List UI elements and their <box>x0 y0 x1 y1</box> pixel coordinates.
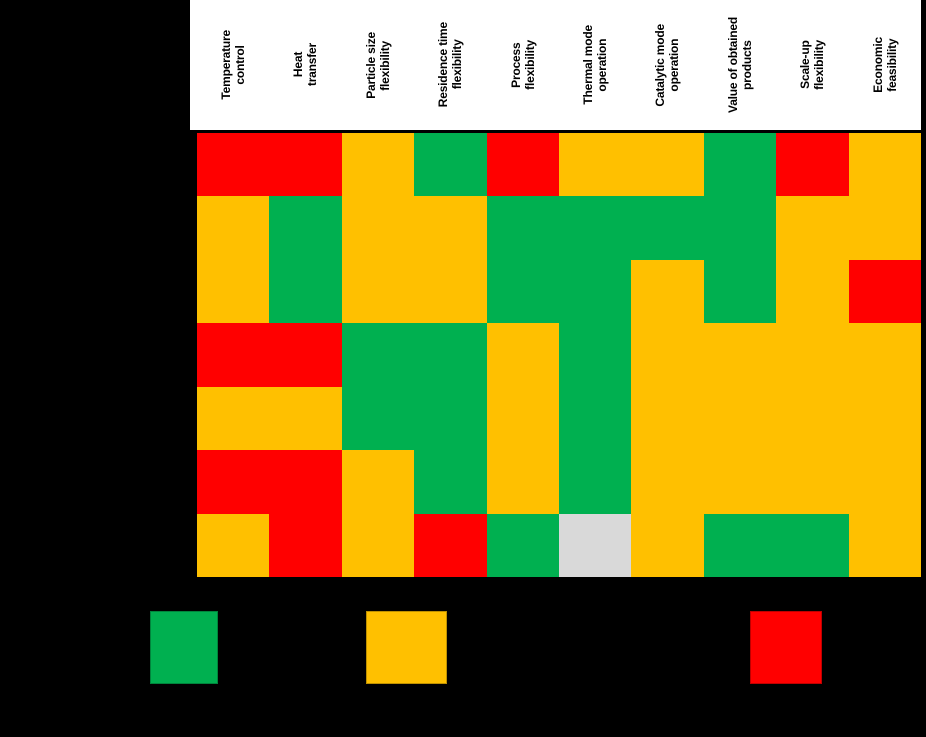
column-header-5: Process flexibility <box>487 0 559 130</box>
heatmap-cell-r1-c8 <box>703 133 777 197</box>
column-header-2: Heat transfer <box>269 0 341 130</box>
heatmap-cell-r5-c6 <box>559 386 632 451</box>
heatmap-cell-r4-c3 <box>341 323 415 387</box>
heatmap-cell-r5-c10 <box>848 386 921 451</box>
heatmap-cell-r4-c10 <box>848 323 921 387</box>
heatmap-cell-r3-c1 <box>197 259 270 324</box>
heatmap-cell-r3-c2 <box>269 259 342 324</box>
heatmap-cell-r1-c9 <box>776 133 849 197</box>
heatmap-cell-r4-c7 <box>631 323 704 387</box>
heatmap-cell-r6-c7 <box>631 450 704 514</box>
heatmap-cell-r7-c3 <box>341 513 415 577</box>
legend-swatch-yellow <box>366 611 447 684</box>
heatmap-cell-r5-c2 <box>269 386 342 451</box>
heatmap-cell-r4-c9 <box>776 323 849 387</box>
heatmap-cell-r3-c3 <box>341 259 415 324</box>
heatmap-cell-r6-c3 <box>341 450 415 514</box>
heatmap-cell-r1-c5 <box>486 133 559 197</box>
heatmap-cell-r2-c8 <box>703 196 777 260</box>
heatmap-cell-r6-c2 <box>269 450 342 514</box>
column-header-9: Scale-up flexibility <box>776 0 848 130</box>
heatmap-cell-r4-c2 <box>269 323 342 387</box>
column-header-label: Catalytic mode operation <box>653 23 682 107</box>
heatmap-cell-r6-c10 <box>848 450 921 514</box>
heatmap-cell-r4-c1 <box>197 323 270 387</box>
heatmap-cell-r3-c7 <box>631 259 704 324</box>
heatmap-cell-r7-c2 <box>269 513 342 577</box>
heatmap-cell-r7-c1 <box>197 513 270 577</box>
heatmap-cell-r3-c6 <box>559 259 632 324</box>
heatmap-cell-r5-c4 <box>414 386 487 451</box>
heatmap-cell-r4-c8 <box>703 323 777 387</box>
heatmap-cell-r7-c4 <box>414 513 487 577</box>
column-header-label: Residence time flexibility <box>436 22 465 108</box>
heatmap-cell-r4-c5 <box>486 323 559 387</box>
heatmap-cell-r1-c7 <box>631 133 704 197</box>
heatmap-cell-r6-c5 <box>486 450 559 514</box>
column-header-panel <box>190 0 921 130</box>
heatmap-cell-r6-c9 <box>776 450 849 514</box>
heatmap-cell-r6-c8 <box>703 450 777 514</box>
heatmap-cell-r4-c4 <box>414 323 487 387</box>
heatmap-cell-r5-c7 <box>631 386 704 451</box>
heatmap-cell-r2-c9 <box>776 196 849 260</box>
column-header-label: Scale-up flexibility <box>798 40 827 90</box>
heatmap-cell-r5-c3 <box>341 386 415 451</box>
heatmap-cell-r2-c3 <box>341 196 415 260</box>
heatmap-cell-r3-c4 <box>414 259 487 324</box>
heatmap-cell-r3-c9 <box>776 259 849 324</box>
heatmap-cell-r5-c1 <box>197 386 270 451</box>
heatmap-cell-r5-c9 <box>776 386 849 451</box>
legend-swatch-green <box>150 611 218 684</box>
heatmap-cell-r6-c6 <box>559 450 632 514</box>
heatmap-cell-r7-c10 <box>848 513 921 577</box>
heatmap-cell-r1-c10 <box>848 133 921 197</box>
heatmap-cell-r1-c2 <box>269 133 342 197</box>
heatmap-cell-r2-c10 <box>848 196 921 260</box>
heatmap-cell-r7-c6 <box>559 513 632 577</box>
legend-swatch-red <box>750 611 822 684</box>
column-header-4: Residence time flexibility <box>414 0 486 130</box>
heatmap-cell-r7-c9 <box>776 513 849 577</box>
heatmap-cell-r2-c1 <box>197 196 270 260</box>
column-header-label: Temperature control <box>219 30 248 100</box>
heatmap-cell-r1-c1 <box>197 133 270 197</box>
heatmap-cell-r2-c2 <box>269 196 342 260</box>
heatmap-cell-r6-c1 <box>197 450 270 514</box>
heatmap-cell-r2-c5 <box>486 196 559 260</box>
column-header-6: Thermal mode operation <box>559 0 631 130</box>
heatmap-cell-r3-c8 <box>703 259 777 324</box>
column-header-10: Economic feasibility <box>849 0 921 130</box>
heatmap-cell-r7-c5 <box>486 513 559 577</box>
heatmap-cell-r5-c8 <box>703 386 777 451</box>
column-headers: Temperature control Heat transfer Particle… <box>197 0 921 130</box>
heatmap-cell-r1-c3 <box>341 133 415 197</box>
heatmap-cell-r1-c4 <box>414 133 487 197</box>
column-header-label: Thermal mode operation <box>581 25 610 105</box>
heatmap-cell-r2-c6 <box>559 196 632 260</box>
heatmap-cell-r1-c6 <box>559 133 632 197</box>
column-header-label: Heat transfer <box>291 43 320 87</box>
column-header-3: Particle size flexibility <box>342 0 414 130</box>
column-header-label: Process flexibility <box>508 40 537 90</box>
heatmap-cell-r7-c8 <box>703 513 777 577</box>
column-header-1: Temperature control <box>197 0 269 130</box>
heatmap-cell-r2-c4 <box>414 196 487 260</box>
heatmap-cell-r5-c5 <box>486 386 559 451</box>
heatmap-cell-r6-c4 <box>414 450 487 514</box>
column-header-label: Economic feasibility <box>870 37 899 93</box>
column-header-label: Value of obtained products <box>725 17 754 113</box>
heatmap-grid <box>197 133 921 577</box>
column-header-7: Catalytic mode operation <box>631 0 703 130</box>
heatmap-cell-r3-c10 <box>848 259 921 324</box>
column-header-8: Value of obtained products <box>704 0 776 130</box>
heatmap-cell-r2-c7 <box>631 196 704 260</box>
heatmap-cell-r4-c6 <box>559 323 632 387</box>
heatmap-cell-r3-c5 <box>486 259 559 324</box>
column-header-label: Particle size flexibility <box>363 31 392 99</box>
heatmap-cell-r7-c7 <box>631 513 704 577</box>
